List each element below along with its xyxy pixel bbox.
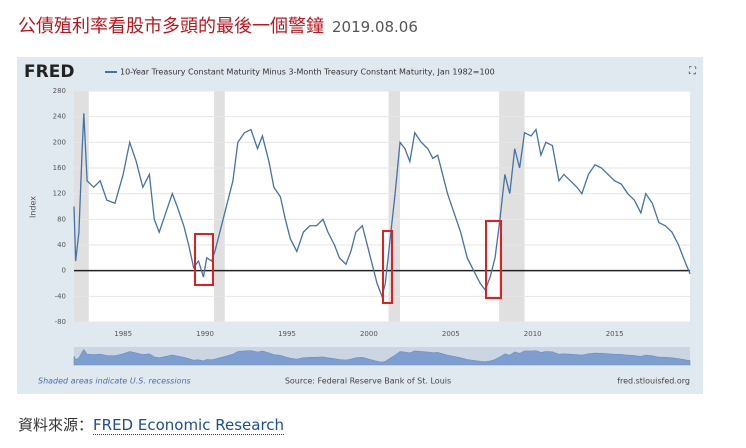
source-label: 資料來源：: [18, 416, 94, 434]
source: 資料來源：FRED Economic Research: [18, 414, 285, 435]
x-tick-label: 1985: [114, 330, 132, 338]
title: 公債殖利率看股市多頭的最後一個警鐘: [18, 16, 324, 37]
y-tick-label: 120: [53, 190, 66, 198]
y-tick-label: 280: [53, 87, 66, 95]
x-tick-label: 2015: [606, 330, 624, 338]
fullscreen-icon[interactable]: ⛶: [688, 66, 697, 77]
recession-shade: [214, 91, 225, 322]
highlight-box: [382, 230, 393, 304]
site-note: fred.stlouisfed.org: [617, 377, 690, 386]
logo: FRED: [24, 62, 74, 82]
recession-shade: [499, 91, 525, 322]
recession-note: Shaded areas indicate U.S. recessions: [38, 377, 191, 386]
y-tick-label: 80: [57, 215, 66, 223]
highlight-box: [194, 233, 214, 286]
date: 2019.08.06: [332, 18, 418, 36]
y-tick-label: 200: [53, 138, 66, 146]
x-tick-label: 1995: [278, 330, 296, 338]
legend-label: 10-Year Treasury Constant Maturity Minus…: [120, 68, 495, 77]
x-tick-label: 2000: [360, 330, 378, 338]
navigator-line: [73, 349, 691, 366]
series-line: [73, 113, 691, 299]
y-tick-label: 40: [57, 241, 66, 249]
highlight-box: [485, 220, 502, 299]
y-tick-label: -40: [55, 292, 66, 300]
y-tick-label: 0: [62, 267, 66, 275]
y-tick-label: 160: [53, 164, 66, 172]
source-note: Source: Federal Reserve Bank of St. Loui…: [285, 377, 451, 386]
x-tick-label: 2010: [524, 330, 542, 338]
y-tick-label: -80: [55, 318, 66, 326]
x-tick-label: 2005: [442, 330, 460, 338]
source-link[interactable]: FRED Economic Research: [93, 416, 285, 435]
heading: 公債殖利率看股市多頭的最後一個警鐘 2019.08.06: [18, 12, 418, 38]
y-axis-label: Index: [29, 196, 38, 218]
x-tick-label: 1990: [196, 330, 214, 338]
y-tick-label: 240: [53, 113, 66, 121]
